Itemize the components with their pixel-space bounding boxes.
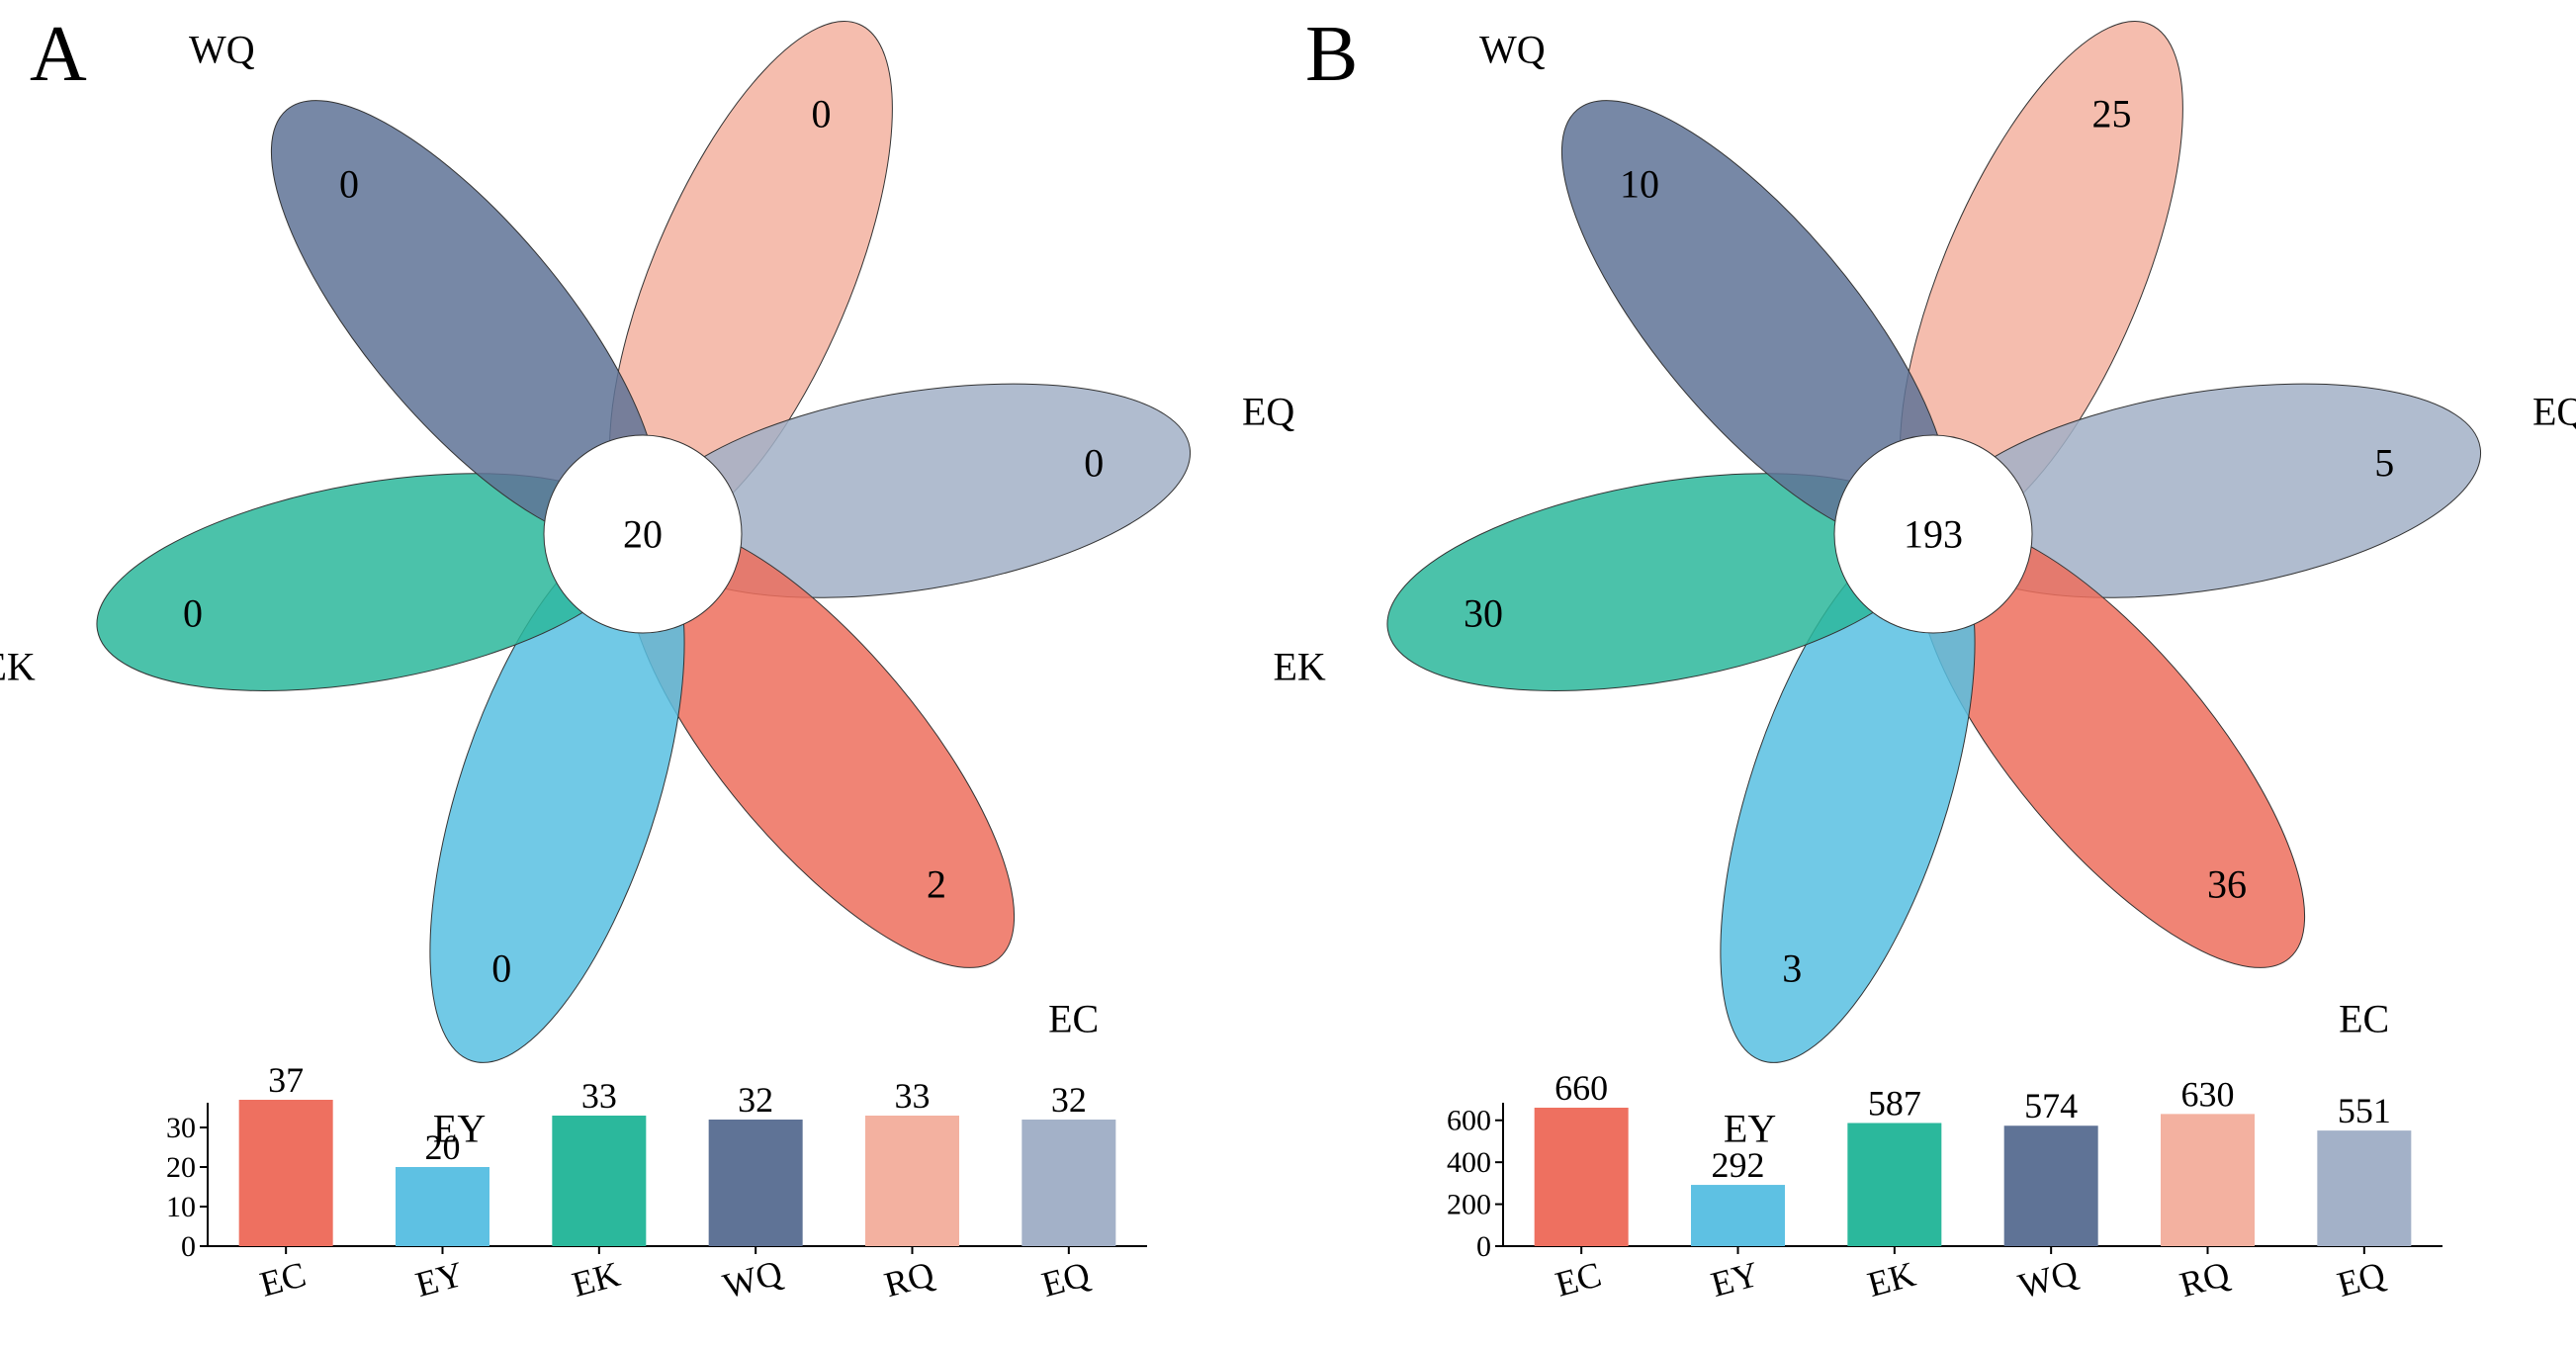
petal-label-ek: EK (1273, 644, 1325, 690)
petal-value-eq: 0 (1084, 439, 1104, 486)
petal-value-ek: 30 (1464, 590, 1503, 637)
petal-value-ey: 0 (491, 945, 511, 992)
petal-label-ey: EY (1724, 1105, 1776, 1151)
petal-label-eq: EQ (2532, 389, 2576, 435)
petal-value-wq: 10 (1620, 161, 1659, 208)
petal-label-eq: EQ (1242, 389, 1294, 435)
petal-label-ec: EC (2339, 995, 2389, 1041)
petal-label-wq: WQ (1479, 27, 1546, 73)
petal-label-ek: EK (0, 644, 36, 690)
petal-value-ek: 0 (183, 590, 203, 637)
petal-value-rq: 25 (2092, 90, 2132, 136)
petal-value-wq: 0 (339, 161, 359, 208)
petal-value-eq: 5 (2374, 439, 2394, 486)
center-value: 193 (1904, 511, 1963, 558)
petal-value-ey: 3 (1782, 945, 1802, 992)
petal-label-wq: WQ (189, 27, 255, 73)
petal-value-ec: 36 (2207, 860, 2247, 907)
petal-value-ec: 2 (927, 860, 946, 907)
figure-root: A B 0102030EC37EY20EK33WQ32RQ33EQ32 0200… (0, 0, 2576, 1330)
center-value: 20 (623, 511, 663, 558)
text-overlay: 20RQ0EQ0EC2EY0EK0WQ0193RQ25EQ5EC36EY3EK3… (0, 0, 2576, 1330)
petal-label-ec: EC (1048, 995, 1099, 1041)
petal-value-rq: 0 (812, 90, 832, 136)
petal-label-ey: EY (433, 1105, 486, 1151)
